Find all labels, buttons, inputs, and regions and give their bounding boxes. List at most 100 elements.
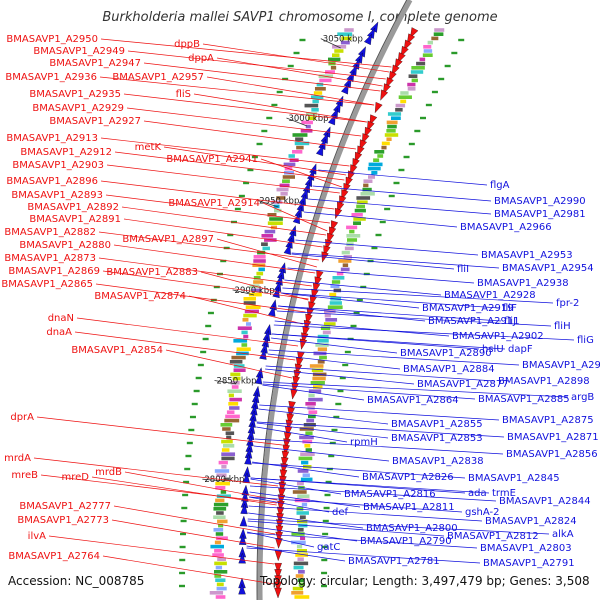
feature-block	[225, 414, 240, 419]
left-gene-label: ilvA	[28, 531, 46, 542]
right-gene-label: BMASAVP1_A2928	[444, 290, 536, 301]
kbp-tick	[286, 117, 308, 127]
left-gene-label: mrdA	[4, 453, 31, 464]
right-gene-label: fliJ	[504, 316, 516, 327]
feature-block	[261, 234, 274, 238]
right-gene-label: BMASAVP1_A2816	[344, 489, 436, 500]
right-gene-label: fliG	[577, 335, 594, 346]
left-leader-line	[123, 93, 367, 123]
feature-block	[243, 313, 257, 318]
feature-block	[387, 124, 397, 129]
reverse-gene-mark	[239, 515, 248, 527]
kbp-tick-label: 3050 kbp	[323, 35, 363, 45]
feature-block	[408, 74, 418, 78]
feature-block	[341, 36, 352, 41]
feature-block	[427, 40, 433, 45]
feature-block	[267, 213, 277, 217]
feature-block	[324, 313, 331, 318]
feature-block	[312, 99, 319, 104]
feature-block	[332, 53, 340, 57]
gc-mark	[197, 363, 204, 367]
feature-block	[314, 87, 326, 91]
gc-mark	[331, 428, 338, 432]
feature-block	[264, 238, 277, 242]
feature-block	[330, 66, 337, 70]
feature-block	[216, 586, 227, 591]
right-gene-label: BMASAVP1_A2856	[506, 449, 598, 460]
feature-block	[351, 213, 363, 217]
reverse-gene-mark	[238, 552, 246, 564]
right-gene-label: BMASAVP1_A2906	[522, 360, 600, 371]
right-leader-line	[246, 545, 346, 562]
feature-block	[300, 536, 306, 540]
right-gene-label: def	[332, 507, 349, 518]
gc-mark	[339, 376, 346, 380]
kbp-tick	[232, 289, 255, 296]
gc-mark	[325, 480, 332, 484]
feature-block	[295, 137, 304, 141]
right-leader-line	[262, 384, 365, 401]
feature-block	[353, 221, 361, 225]
right-leader-line	[276, 310, 552, 327]
feature-block	[294, 595, 310, 599]
feature-block	[319, 355, 327, 360]
feature-block	[216, 536, 228, 540]
left-leader-line	[33, 457, 279, 487]
feature-block	[400, 99, 407, 104]
right-leader-line	[259, 404, 500, 421]
gc-mark	[179, 571, 186, 575]
feature-block	[386, 137, 392, 141]
kbp-tick	[257, 199, 279, 208]
gc-mark	[287, 64, 294, 68]
gc-mark	[328, 454, 335, 458]
feature-block	[332, 45, 347, 49]
forward-gene-mark	[406, 33, 416, 45]
feature-block	[297, 494, 310, 498]
feature-block	[346, 234, 361, 238]
right-leader-line	[312, 185, 492, 202]
topology-label: Topology: circular; Length: 3,497,479 bp…	[260, 574, 590, 588]
right-gene-label: BMASAVP1_A2864	[367, 395, 459, 406]
feature-block	[217, 557, 227, 561]
feature-block	[297, 557, 304, 561]
feature-block	[300, 477, 313, 482]
feature-block	[431, 36, 439, 41]
feature-block	[214, 574, 222, 578]
feature-block	[363, 183, 369, 188]
feature-block	[368, 175, 376, 179]
feature-block	[296, 549, 308, 553]
right-gene-label: fpr-2	[556, 298, 579, 309]
feature-block	[329, 301, 342, 305]
feature-block	[329, 292, 337, 297]
gc-mark	[408, 142, 415, 146]
feature-block	[220, 423, 233, 427]
gc-mark	[227, 233, 234, 237]
left-leader-line	[76, 317, 299, 347]
feature-block	[225, 431, 235, 435]
left-leader-line	[48, 535, 275, 565]
feature-block	[213, 515, 226, 519]
forward-gene-mark	[374, 101, 383, 114]
gc-mark	[375, 233, 382, 237]
right-leader-line	[281, 292, 420, 309]
left-leader-line	[163, 146, 347, 176]
feature-block	[213, 570, 228, 574]
feature-block	[228, 393, 234, 398]
feature-block	[221, 439, 233, 444]
right-leader-line	[250, 477, 490, 494]
feature-block	[312, 376, 326, 381]
feature-block	[253, 276, 261, 280]
feature-block	[360, 192, 375, 196]
feature-block	[301, 460, 309, 465]
feature-block	[276, 196, 286, 200]
right-leader-line	[256, 422, 389, 439]
feature-block	[342, 263, 349, 267]
feature-block	[220, 490, 227, 494]
feature-block	[308, 397, 323, 402]
kbp-tick-label: 2850 kbp	[216, 376, 256, 386]
left-gene-label: BMASAVP1_A2941	[166, 154, 258, 165]
reverse-gene-mark	[244, 453, 252, 465]
left-gene-label: BMASAVP1_A2874	[94, 291, 186, 302]
feature-block	[216, 582, 224, 587]
